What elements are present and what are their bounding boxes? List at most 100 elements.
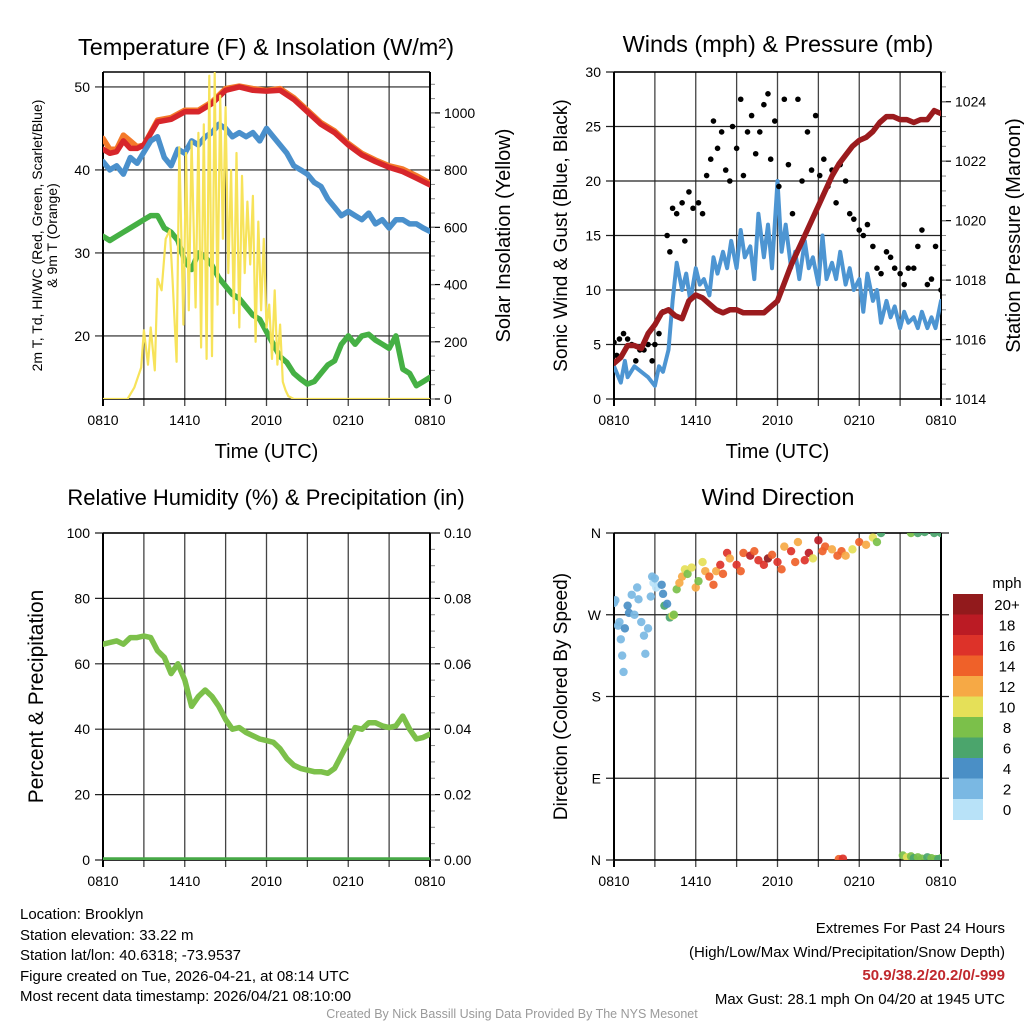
wind-direction-point	[662, 599, 672, 609]
wind-direction-point	[736, 566, 745, 576]
gust-point	[785, 161, 792, 168]
wind-direction-point	[808, 554, 818, 563]
wind-direction-point	[913, 533, 923, 538]
max-gust-text: Max Gust: 28.1 mph On 04/20 at 1945 UTC	[714, 990, 1005, 1008]
gust-point	[682, 238, 688, 244]
chart-panel-1: Temperature (F) & Insolation (W/m²) 20 30 4…	[29, 34, 515, 463]
gust-point	[649, 358, 655, 364]
station-info: Location: Brooklyn Station elevation: 33…	[20, 905, 351, 1008]
wind-direction-point	[929, 533, 939, 538]
gust-point	[727, 178, 733, 184]
gust-point	[722, 167, 729, 173]
y2-tick-label: 0.04	[444, 721, 471, 737]
colorbar-title: mph	[992, 575, 1021, 592]
wind-direction-point	[641, 649, 650, 659]
wind-direction-point	[623, 601, 632, 610]
y-tick-label: W	[588, 607, 602, 623]
gust-point	[789, 210, 796, 217]
station-pressure-line	[614, 107, 941, 367]
gust-point	[756, 129, 763, 135]
x-tick-label: 0810	[925, 873, 956, 889]
gust-point	[851, 216, 857, 222]
plot-area	[103, 633, 430, 860]
wind-direction-point	[711, 566, 721, 576]
y2-tick-label: 0.00	[444, 852, 471, 868]
gust-point	[928, 276, 935, 282]
wind-direction-point	[634, 595, 643, 604]
y2-tick-label: 0.02	[444, 787, 471, 803]
gust-point	[795, 96, 801, 103]
wind-direction-point	[750, 546, 759, 556]
wind-direction-point	[657, 580, 666, 589]
gust-point	[703, 172, 710, 179]
y-tick-label: 25	[585, 119, 601, 135]
colorbar-label: 10	[999, 700, 1016, 717]
gust-point	[864, 221, 871, 228]
wind-direction-point	[872, 537, 882, 547]
colorbar-label: 0	[1003, 802, 1011, 819]
wind-direction-point	[848, 545, 857, 554]
y-axis-label: Percent & Precipitation	[25, 590, 48, 804]
x-tick-label: 0210	[844, 873, 875, 889]
gust-point	[874, 265, 880, 272]
td-line	[103, 212, 430, 389]
gust-point	[744, 129, 751, 135]
gust-point	[776, 183, 782, 190]
x-tick-label: 1410	[680, 873, 711, 889]
gust-point	[821, 156, 827, 162]
y-tick-label: 20	[585, 173, 601, 189]
gust-point	[740, 172, 747, 179]
y-tick-label: N	[591, 852, 601, 868]
gust-point	[842, 178, 849, 184]
speed-colorbar: mph 20+ 18 16 14 12 10 8 6 4 2 0	[953, 575, 1022, 820]
location-text: Location: Brooklyn	[20, 906, 144, 923]
gust-point	[915, 243, 921, 250]
gust-point	[887, 254, 894, 261]
gust-point	[748, 112, 755, 119]
y-tick-label: 10	[585, 282, 601, 298]
gust-point	[856, 227, 863, 233]
gust-point	[690, 205, 696, 212]
wind-direction-point	[691, 583, 700, 592]
gust-point	[799, 178, 805, 184]
colorbar-label: 12	[999, 679, 1016, 696]
recent-data-text: Most recent data timestamp: 2026/04/21 0…	[20, 988, 352, 1005]
y2-tick-label: 0.10	[444, 525, 471, 541]
chart-title: Winds (mph) & Pressure (mb)	[623, 31, 934, 57]
wind-direction-point	[793, 537, 803, 547]
chart-panel-4: Wind Direction N E S W N 0810 1410 2010 0210 0810 D…	[551, 484, 957, 889]
gust-point	[718, 129, 725, 135]
gust-point	[707, 156, 714, 162]
gust-point	[812, 112, 819, 119]
gust-point	[833, 200, 839, 206]
x-tick-label: 0810	[414, 873, 445, 889]
y2-tick-label: 800	[444, 162, 468, 178]
x-tick-label: 2010	[251, 412, 282, 428]
wind-direction-point	[800, 556, 809, 565]
colorbar-label: 16	[999, 638, 1016, 655]
x-tick-label: 0810	[598, 873, 629, 889]
x-tick-label: 2010	[762, 873, 793, 889]
2m-t-line	[103, 84, 430, 188]
gust-point	[616, 336, 623, 342]
gust-point	[901, 281, 908, 288]
gust-point	[669, 205, 676, 212]
y-tick-label: 30	[585, 64, 601, 80]
wind-direction-point	[861, 540, 871, 550]
x-tick-label: 0210	[333, 873, 364, 889]
gust-point	[733, 145, 740, 152]
extremes-title: Extremes For Past 24 Hours	[815, 920, 1005, 937]
y-tick-label: 80	[74, 590, 90, 606]
colorbar-swatch	[953, 799, 983, 820]
y-tick-label: 20	[74, 787, 90, 803]
gust-point	[938, 287, 941, 293]
y-tick-label: N	[591, 525, 601, 541]
solar-line	[103, 72, 430, 399]
colorbar-label: 6	[1003, 741, 1011, 758]
gust-point	[652, 341, 658, 348]
wind-direction-point	[780, 542, 789, 551]
chart-panel-3: Relative Humidity (%) & Precipitation (i…	[25, 485, 471, 889]
wind-direction-point	[773, 557, 782, 567]
wind-direction-point	[759, 560, 769, 569]
x-tick-label: 0210	[333, 412, 364, 428]
